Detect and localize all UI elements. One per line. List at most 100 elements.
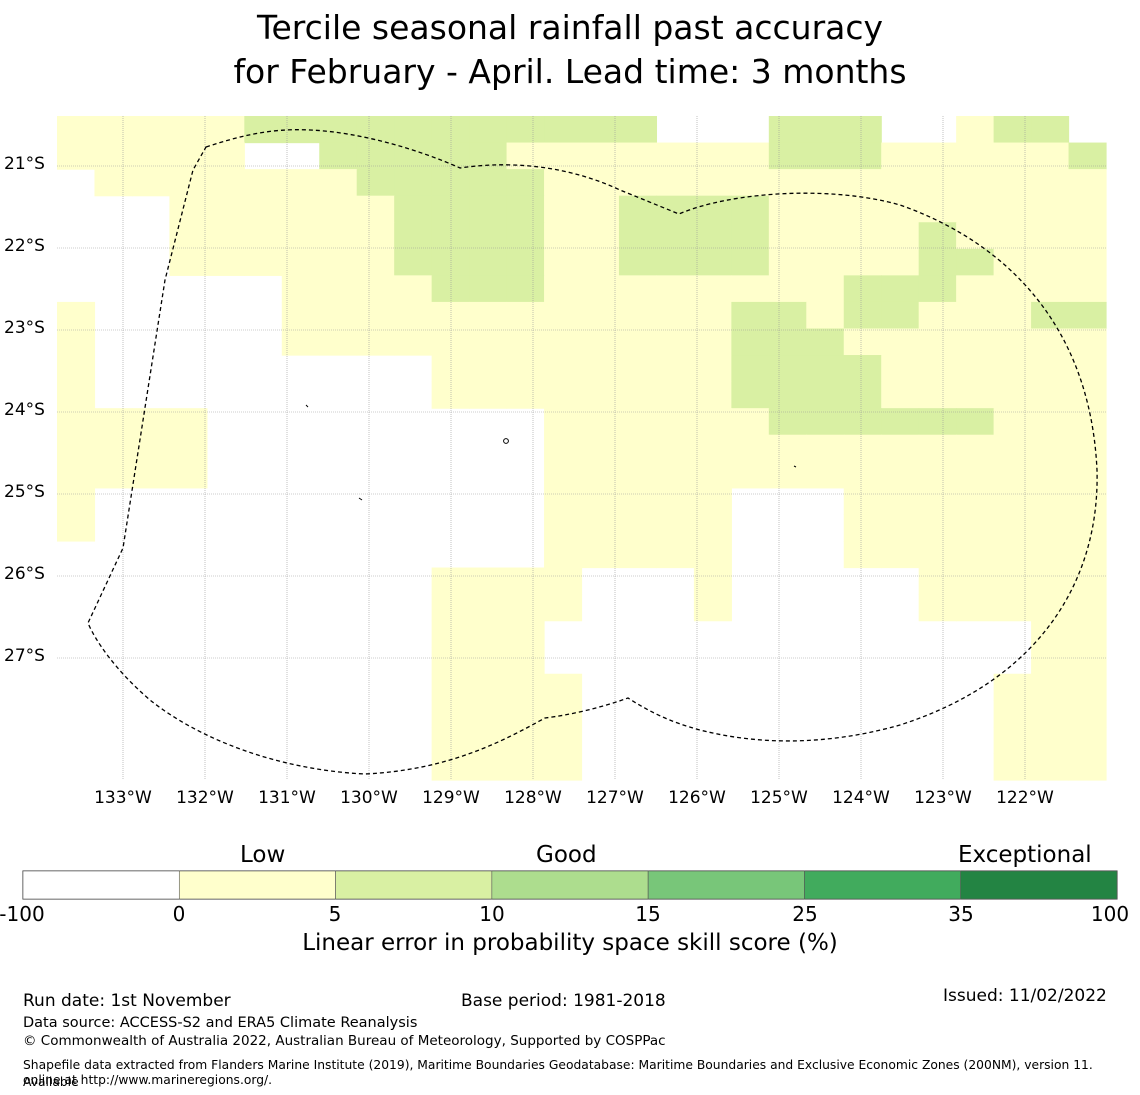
issued-date: Issued: 11/02/2022	[943, 986, 1107, 1006]
grid-cell	[956, 328, 995, 356]
grid-cell	[131, 408, 170, 436]
grid-cell	[993, 567, 1032, 595]
grid-cell	[581, 222, 620, 250]
grid-cell	[806, 301, 845, 330]
grid-cell	[806, 381, 845, 409]
grid-cell	[544, 514, 583, 542]
grid-cell	[993, 700, 1032, 728]
grid-cell	[956, 381, 995, 409]
grid-cell	[918, 487, 957, 515]
grid-cell	[469, 328, 508, 356]
grid-cell	[319, 169, 358, 197]
grid-cell	[1068, 647, 1107, 675]
grid-cell	[993, 195, 1032, 223]
grid-cell	[394, 142, 433, 170]
grid-cell	[169, 169, 208, 197]
base-period: Base period: 1981-2018	[461, 991, 666, 1011]
grid-cell	[581, 434, 620, 462]
grid-cell	[169, 434, 208, 462]
grid-cell	[544, 567, 583, 595]
grid-cell	[469, 594, 508, 622]
grid-cell	[693, 248, 732, 276]
grid-cell	[843, 434, 882, 462]
grid-cell	[881, 434, 920, 462]
grid-cell	[1031, 408, 1070, 436]
grid-cell	[581, 328, 620, 356]
lon-label-126: 126°W	[668, 788, 726, 808]
grid-cell	[431, 195, 470, 223]
grid-cell	[1031, 620, 1070, 648]
category-low: Low	[240, 842, 286, 868]
grid-cell	[731, 275, 770, 303]
grid-cell	[956, 142, 995, 170]
grid-cell	[693, 142, 732, 170]
grid-cell	[469, 275, 508, 303]
grid-cell	[1031, 700, 1070, 728]
grid-cell	[1068, 222, 1107, 250]
grid-cell	[394, 169, 433, 197]
grid-cell	[356, 275, 395, 303]
grid-cell	[431, 381, 470, 409]
grid-cell	[206, 222, 245, 250]
grid-cell	[843, 195, 882, 223]
grid-cell	[57, 116, 96, 144]
grid-cell	[918, 355, 957, 383]
grid-cell	[693, 222, 732, 250]
grid-cell	[993, 540, 1032, 569]
grid-cell	[431, 116, 470, 144]
grid-cell	[881, 195, 920, 223]
data-source: Data source: ACCESS-S2 and ERA5 Climate …	[23, 1015, 418, 1031]
grid-cell	[956, 594, 995, 622]
grid-cell	[244, 169, 283, 197]
grid-cell	[656, 328, 695, 356]
grid-cell	[319, 328, 358, 356]
grid-cell	[506, 647, 545, 675]
grid-cell	[693, 594, 732, 622]
island-marks	[305, 404, 797, 501]
grid-cell	[918, 408, 957, 436]
grid-cell	[244, 116, 283, 144]
grid-cell	[431, 726, 470, 755]
colorbar-segment	[647, 870, 805, 900]
colorbar-tick: 35	[948, 902, 974, 926]
grid-cell	[618, 487, 658, 515]
grid-cell	[544, 275, 583, 303]
grid-cell	[1031, 487, 1070, 515]
grid-cell	[656, 169, 695, 197]
chart-title: Tercile seasonal rainfall past accuracy …	[0, 6, 1140, 94]
grid-cell	[319, 142, 358, 170]
grid-cell	[1068, 248, 1107, 276]
category-exceptional: Exceptional	[958, 842, 1092, 868]
grid-cell	[806, 408, 845, 436]
grid-cell	[768, 195, 807, 223]
grid-cell	[693, 540, 732, 569]
colorbar-segment	[178, 870, 336, 900]
grid-cell	[843, 248, 882, 276]
grid-cell	[581, 514, 620, 542]
grid-cell	[843, 301, 882, 330]
grid-cell	[693, 275, 732, 303]
shapefile-credit-line-1: Shapefile data extracted from Flanders M…	[23, 1058, 1093, 1089]
grid-cell	[544, 301, 583, 330]
colorbar-segment	[335, 870, 493, 900]
grid-cell	[394, 248, 433, 276]
lat-label-24: 24°S	[4, 400, 45, 420]
grid-cell	[881, 248, 920, 276]
grid-cell	[319, 248, 358, 276]
grid-cell	[281, 275, 320, 303]
grid-cell	[57, 301, 96, 330]
grid-cell	[1068, 275, 1107, 303]
grid-cell	[656, 275, 695, 303]
grid-cell	[843, 328, 882, 356]
grid-cell	[506, 726, 545, 755]
grid-cell	[656, 195, 695, 223]
grid-cell	[618, 328, 658, 356]
grid-cell	[693, 381, 732, 409]
grid-cell	[581, 487, 620, 515]
grid-cell	[506, 355, 545, 383]
grid-cell	[693, 514, 732, 542]
grid-cell	[356, 248, 395, 276]
grid-cell	[469, 673, 508, 701]
grid-cell	[843, 381, 882, 409]
grid-cell	[656, 301, 695, 330]
